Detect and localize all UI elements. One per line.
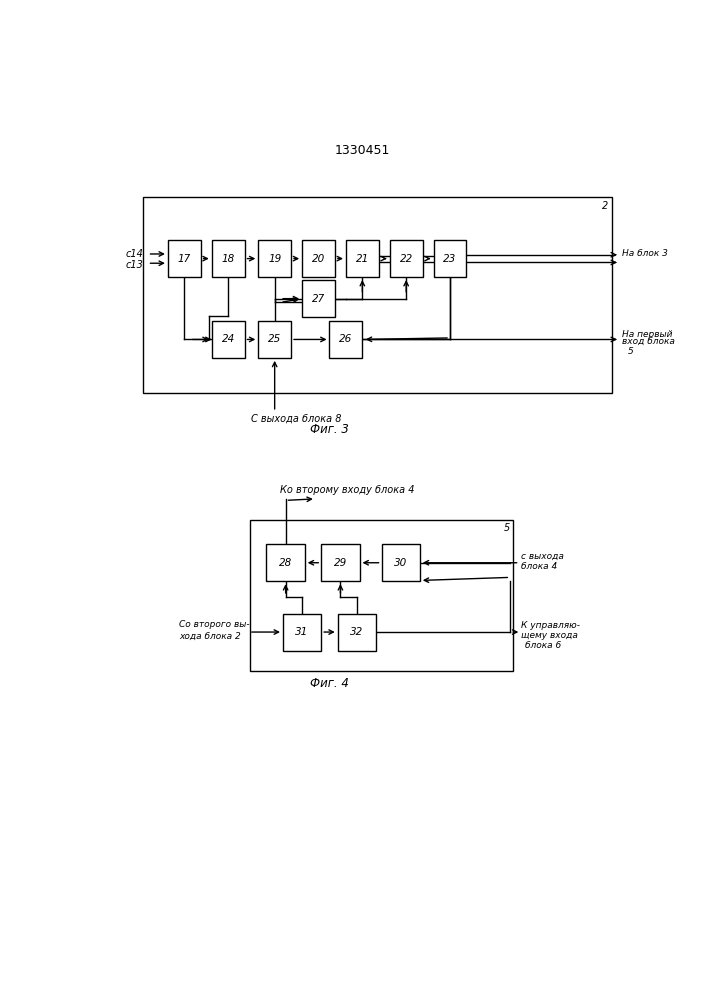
Text: 26: 26: [339, 334, 353, 344]
Text: Ко второму входу блока 4: Ко второму входу блока 4: [280, 485, 414, 495]
Text: 24: 24: [221, 334, 235, 344]
Bar: [211, 240, 245, 277]
Text: блока 6: блока 6: [525, 641, 561, 650]
Bar: [211, 321, 245, 358]
Bar: [329, 321, 362, 358]
Text: 28: 28: [279, 558, 292, 568]
Text: 32: 32: [350, 627, 363, 637]
Bar: [338, 614, 376, 651]
Text: 21: 21: [356, 254, 369, 264]
Text: 20: 20: [312, 254, 325, 264]
Text: вход блока: вход блока: [621, 338, 674, 347]
Bar: [267, 544, 305, 581]
Text: Со второго вы-: Со второго вы-: [179, 620, 250, 629]
Text: 23: 23: [443, 254, 457, 264]
Text: 5: 5: [503, 523, 510, 533]
Text: 27: 27: [312, 294, 325, 304]
Text: 29: 29: [334, 558, 347, 568]
Bar: [144, 197, 612, 393]
Text: С выхода блока 8: С выхода блока 8: [251, 414, 342, 424]
Text: 18: 18: [221, 254, 235, 264]
Text: хода блока 2: хода блока 2: [179, 631, 240, 640]
Text: К управляю-: К управляю-: [521, 621, 580, 630]
Bar: [283, 614, 321, 651]
Bar: [168, 240, 201, 277]
Text: 19: 19: [268, 254, 281, 264]
Text: с14: с14: [126, 249, 144, 259]
Bar: [390, 240, 423, 277]
Text: На блок 3: На блок 3: [621, 249, 667, 258]
Text: с13: с13: [126, 260, 144, 270]
Text: 2: 2: [602, 201, 608, 211]
Text: 25: 25: [268, 334, 281, 344]
Text: блока 4: блока 4: [521, 562, 558, 571]
Text: с выхода: с выхода: [521, 552, 564, 561]
Text: 31: 31: [296, 627, 309, 637]
Text: Фиг. 3: Фиг. 3: [310, 423, 349, 436]
Bar: [346, 240, 379, 277]
Bar: [382, 544, 420, 581]
Bar: [250, 520, 513, 671]
Text: 17: 17: [177, 254, 191, 264]
Bar: [433, 240, 467, 277]
Bar: [258, 321, 291, 358]
Text: 1330451: 1330451: [334, 144, 390, 157]
Text: щему входа: щему входа: [521, 631, 578, 640]
Bar: [258, 240, 291, 277]
Text: 22: 22: [399, 254, 413, 264]
Text: Фиг. 4: Фиг. 4: [310, 677, 349, 690]
Bar: [321, 544, 360, 581]
Text: 30: 30: [394, 558, 407, 568]
Text: 5: 5: [628, 347, 634, 356]
Text: На первый: На первый: [621, 330, 672, 339]
Bar: [302, 280, 335, 317]
Bar: [302, 240, 335, 277]
